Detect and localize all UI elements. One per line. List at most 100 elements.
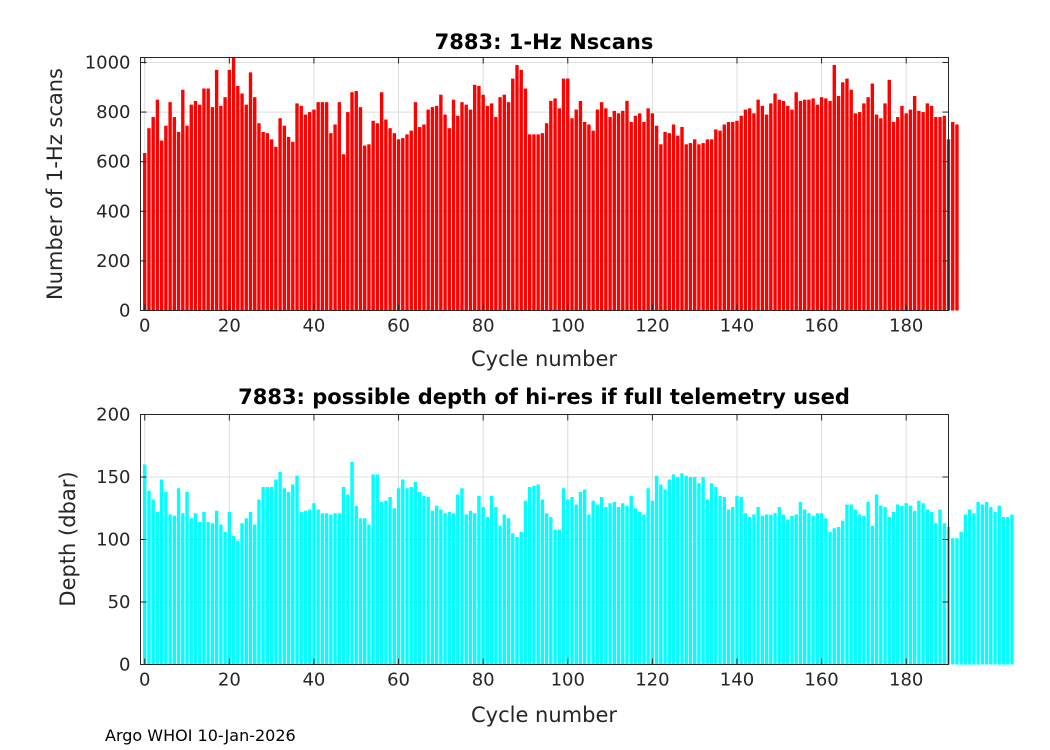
nscans-bar bbox=[291, 141, 295, 311]
depth-bar bbox=[244, 518, 248, 665]
depth-bar bbox=[731, 507, 735, 665]
depth-bar bbox=[811, 515, 815, 665]
depth-bar bbox=[574, 504, 578, 665]
depth-bar bbox=[722, 497, 726, 665]
nscans-bar bbox=[951, 121, 955, 311]
nscans-bar bbox=[777, 99, 781, 311]
depth-bar bbox=[879, 505, 883, 665]
depth-xtick-label: 40 bbox=[302, 670, 325, 691]
nscans-bar bbox=[489, 103, 494, 311]
nscans-bar bbox=[743, 109, 748, 311]
depth-bar bbox=[963, 514, 968, 665]
nscans-bar bbox=[485, 105, 490, 311]
nscans-bar bbox=[625, 100, 629, 311]
nscans-bar bbox=[879, 118, 883, 311]
nscans-bar bbox=[849, 89, 853, 311]
nscans-xtick-label: 0 bbox=[139, 316, 150, 337]
depth-bar bbox=[769, 514, 773, 665]
nscans-chart-title: 7883: 1-Hz Nscans bbox=[435, 30, 654, 54]
depth-bar bbox=[570, 497, 574, 665]
nscans-bar bbox=[714, 129, 718, 311]
nscans-bar bbox=[214, 69, 219, 311]
nscans-bar bbox=[811, 98, 815, 311]
depth-bar bbox=[422, 495, 426, 665]
depth-bar bbox=[164, 492, 168, 665]
nscans-bar bbox=[468, 109, 473, 311]
depth-ytick-label: 150 bbox=[96, 467, 130, 488]
nscans-bar bbox=[583, 121, 587, 311]
nscans-chart-ylabel: Number of 1-Hz scans bbox=[43, 68, 67, 300]
depth-bar bbox=[599, 497, 604, 665]
nscans-bar bbox=[900, 105, 904, 311]
nscans-bar bbox=[692, 139, 697, 311]
nscans-bar bbox=[709, 139, 714, 311]
depth-bar bbox=[312, 503, 316, 665]
depth-bar bbox=[832, 528, 836, 665]
depth-bar bbox=[409, 487, 413, 665]
depth-bar bbox=[790, 515, 794, 665]
depth-bar bbox=[286, 492, 291, 665]
depth-bar bbox=[997, 505, 1001, 665]
nscans-bar bbox=[883, 103, 887, 311]
nscans-bar bbox=[299, 105, 303, 311]
nscans-bar bbox=[189, 104, 193, 311]
nscans-bar bbox=[536, 134, 540, 311]
depth-bar bbox=[346, 494, 350, 665]
depth-bar bbox=[274, 479, 278, 665]
nscans-bar bbox=[819, 97, 824, 311]
nscans-bar bbox=[155, 99, 160, 311]
depth-bar bbox=[604, 507, 608, 665]
depth-bar bbox=[874, 494, 879, 665]
depth-bar bbox=[663, 489, 667, 665]
depth-bar bbox=[498, 525, 502, 665]
depth-bar bbox=[959, 532, 963, 665]
depth-bar bbox=[494, 507, 498, 665]
nscans-bar bbox=[329, 133, 333, 311]
nscans-bar bbox=[621, 110, 625, 311]
depth-bar bbox=[181, 513, 185, 665]
depth-bar bbox=[1001, 517, 1006, 665]
depth-bar bbox=[951, 538, 955, 665]
nscans-bar bbox=[794, 92, 798, 311]
nscans-bar bbox=[333, 124, 337, 311]
nscans-bar bbox=[934, 117, 938, 311]
nscans-bar bbox=[519, 69, 523, 311]
depth-chart-title: 7883: possible depth of hi-res if full t… bbox=[238, 385, 850, 409]
nscans-bar bbox=[257, 123, 261, 311]
nscans-bar bbox=[219, 105, 223, 311]
nscans-bar bbox=[629, 121, 633, 311]
depth-bar bbox=[646, 488, 650, 665]
nscans-bar bbox=[726, 121, 731, 311]
depth-bar bbox=[240, 523, 244, 665]
nscans-bar bbox=[549, 100, 553, 311]
depth-bar bbox=[316, 509, 320, 665]
nscans-bar bbox=[443, 114, 447, 311]
nscans-xtick-label: 160 bbox=[804, 316, 838, 337]
nscans-bar bbox=[303, 114, 308, 311]
depth-bar bbox=[295, 475, 299, 665]
depth-bar bbox=[392, 508, 397, 665]
nscans-bar bbox=[181, 89, 185, 311]
depth-bar bbox=[265, 487, 270, 665]
depth-bar bbox=[189, 518, 193, 665]
nscans-bar bbox=[667, 133, 671, 311]
nscans-bar bbox=[456, 115, 460, 311]
depth-bar bbox=[371, 474, 375, 665]
nscans-bar bbox=[236, 86, 240, 311]
nscans-bar bbox=[324, 102, 329, 311]
nscans-bar bbox=[887, 79, 891, 311]
nscans-bar bbox=[929, 105, 934, 311]
depth-bar bbox=[608, 503, 612, 665]
nscans-bar bbox=[908, 109, 913, 311]
nscans-bar bbox=[477, 86, 481, 311]
nscans-bar bbox=[439, 94, 443, 311]
nscans-bar bbox=[316, 102, 320, 311]
nscans-ytick-label: 800 bbox=[96, 102, 130, 123]
depth-bar bbox=[980, 504, 985, 665]
nscans-bar bbox=[612, 110, 616, 311]
depth-bar bbox=[621, 503, 625, 665]
depth-bar bbox=[828, 532, 832, 665]
depth-bar bbox=[887, 517, 891, 665]
nscans-bar bbox=[481, 94, 485, 311]
depth-bar bbox=[248, 512, 253, 665]
